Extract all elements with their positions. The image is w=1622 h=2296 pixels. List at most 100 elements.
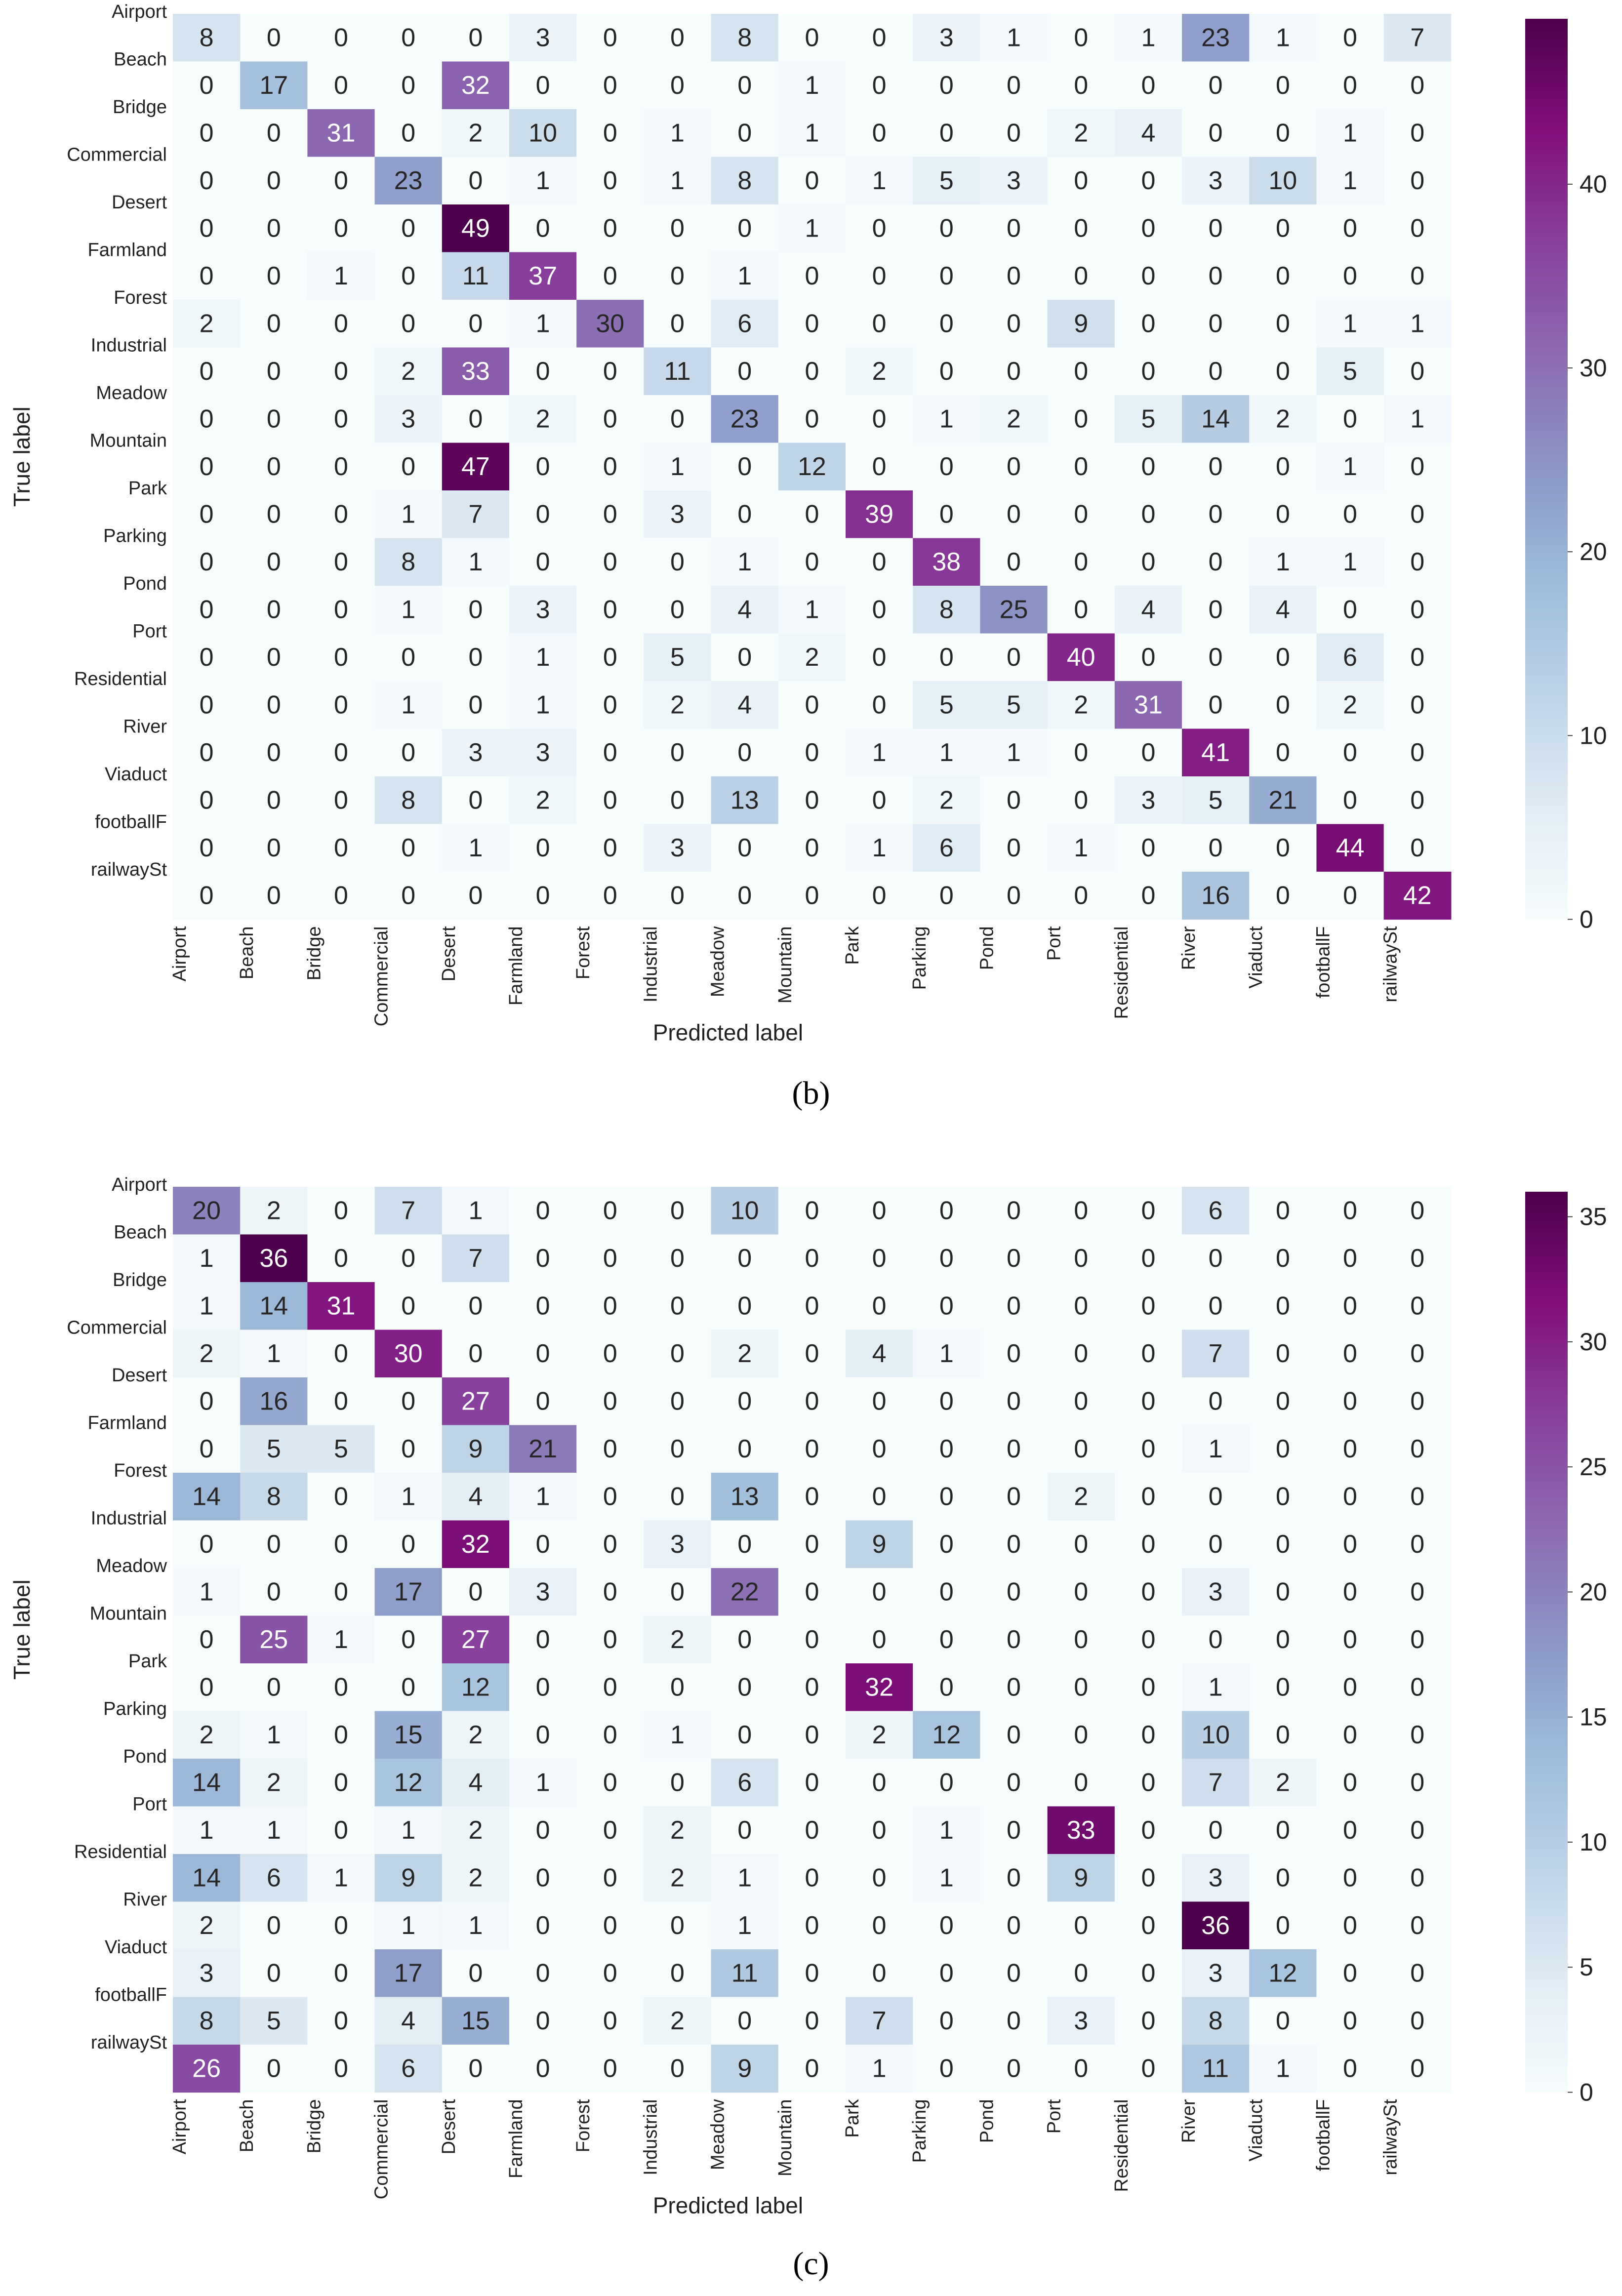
cell-Farmland-Forest <box>576 1425 644 1473</box>
cell-footballF-Industrial <box>644 1997 712 2045</box>
cell-Commercial-Industrial <box>644 157 712 205</box>
cell-value: 0 <box>536 1959 550 1987</box>
cell-Airport-Park <box>846 14 913 62</box>
cell-value: 0 <box>536 1721 550 1749</box>
cell-Viaduct-Parking <box>913 776 980 825</box>
cell-value: 0 <box>939 452 954 481</box>
cell-Pond-railwaySt <box>1383 1759 1452 1807</box>
cell-Bridge-Pond <box>980 1282 1048 1330</box>
cell-value: 0 <box>334 2007 348 2035</box>
cell-Airport-Pond <box>980 1187 1048 1235</box>
cell-Desert-Park <box>846 1377 913 1426</box>
cell-value: 1 <box>670 452 685 481</box>
cell-Meadow-Industrial <box>644 1568 712 1616</box>
cell-value: 0 <box>200 71 214 100</box>
cell-Farmland-Desert <box>442 252 510 300</box>
cell-value: 2 <box>1074 1482 1088 1511</box>
cell-railwaySt-Pond <box>980 2045 1048 2093</box>
cell-Park-Pond <box>980 1663 1048 1712</box>
cell-River-Industrial <box>644 728 712 777</box>
cell-railwaySt-Port <box>1047 872 1115 920</box>
cell-value: 0 <box>1343 1387 1357 1415</box>
cell-railwaySt-Viaduct <box>1249 872 1317 920</box>
x-axis-label: Predicted label <box>653 1020 803 1046</box>
cell-footballF-Parking <box>913 1997 980 2045</box>
cell-value: 9 <box>737 2054 752 2083</box>
cell-value: 0 <box>670 214 685 242</box>
cell-Farmland-Parking <box>913 252 980 300</box>
cell-Bridge-Park <box>846 1282 913 1330</box>
cell-footballF-Farmland <box>509 824 577 872</box>
cell-value: 0 <box>670 786 685 814</box>
cell-value: 0 <box>603 2054 617 2083</box>
cell-value: 0 <box>1209 71 1223 100</box>
cell-value: 3 <box>1141 786 1155 814</box>
cell-footballF-footballF <box>1316 1997 1384 2045</box>
cell-Forest-Farmland <box>509 300 577 348</box>
cell-value: 0 <box>468 595 483 624</box>
cell-Park-Park <box>846 490 913 539</box>
cell-value: 1 <box>401 1911 415 1940</box>
cell-value: 0 <box>1410 452 1424 481</box>
cell-Mountain-footballF <box>1316 443 1384 491</box>
cell-Parking-Commercial <box>374 1711 443 1759</box>
cell-value: 0 <box>1343 1577 1357 1606</box>
cell-River-Bridge <box>307 1901 375 1950</box>
cell-value: 1 <box>536 1768 550 1797</box>
cell-Park-Pond <box>980 490 1048 539</box>
cell-Residential-River <box>1182 681 1250 729</box>
cell-Pond-Commercial <box>374 586 443 634</box>
cell-value: 1 <box>670 1721 685 1749</box>
cell-value: 0 <box>1410 1435 1424 1463</box>
cell-value: 7 <box>468 1244 483 1273</box>
col-tick-label: Farmland <box>506 2099 527 2179</box>
y-axis-label: True label <box>9 406 35 507</box>
cell-value: 0 <box>872 1577 887 1606</box>
cell-Commercial-River <box>1182 157 1250 205</box>
cell-value: 3 <box>200 1959 214 1987</box>
cell-Port-Farmland <box>509 1806 577 1854</box>
cell-value: 8 <box>737 23 752 52</box>
cell-River-River <box>1182 1901 1250 1950</box>
col-tick-label: Viaduct <box>1246 926 1266 989</box>
cell-value: 0 <box>670 23 685 52</box>
cell-value: 0 <box>939 1577 954 1606</box>
cell-Bridge-Park <box>846 109 913 158</box>
cell-value: 0 <box>1343 23 1357 52</box>
cell-Residential-Port <box>1047 681 1115 729</box>
cell-value: 0 <box>603 357 617 386</box>
cell-value: 0 <box>1007 1768 1021 1797</box>
cell-value: 0 <box>1209 357 1223 386</box>
col-tick-label: Meadow <box>708 926 729 997</box>
cell-Parking-footballF <box>1316 538 1384 586</box>
cell-value: 36 <box>259 1244 288 1273</box>
cell-value: 0 <box>200 690 214 719</box>
cell-railwaySt-Commercial <box>374 872 443 920</box>
cell-value: 0 <box>737 1816 752 1845</box>
cell-Airport-footballF <box>1316 14 1384 62</box>
cell-value: 1 <box>737 1863 752 1892</box>
cell-Forest-Port <box>1047 1473 1115 1521</box>
row-tick-label: Bridge <box>113 1270 167 1290</box>
cell-Commercial-Beach <box>240 1329 308 1378</box>
cell-value: 0 <box>670 1768 685 1797</box>
cell-Airport-Parking <box>913 1187 980 1235</box>
cell-River-railwaySt <box>1383 728 1452 777</box>
cell-value: 0 <box>536 214 550 242</box>
cell-value: 0 <box>1410 1196 1424 1225</box>
cell-value: 3 <box>536 23 550 52</box>
cell-value: 0 <box>536 1387 550 1415</box>
cell-Desert-River <box>1182 204 1250 253</box>
cell-railwaySt-Bridge <box>307 872 375 920</box>
cell-Forest-Residential <box>1114 300 1182 348</box>
cell-Beach-Parking <box>913 61 980 110</box>
cell-Farmland-Airport <box>173 1425 241 1473</box>
cell-value: 0 <box>200 357 214 386</box>
cell-value: 0 <box>536 2054 550 2083</box>
cell-value: 0 <box>670 309 685 338</box>
cell-value: 0 <box>200 834 214 862</box>
cell-Viaduct-Airport <box>173 776 241 825</box>
cell-Farmland-Mountain <box>778 1425 846 1473</box>
cell-value: 0 <box>805 1387 819 1415</box>
cell-River-Desert <box>442 728 510 777</box>
